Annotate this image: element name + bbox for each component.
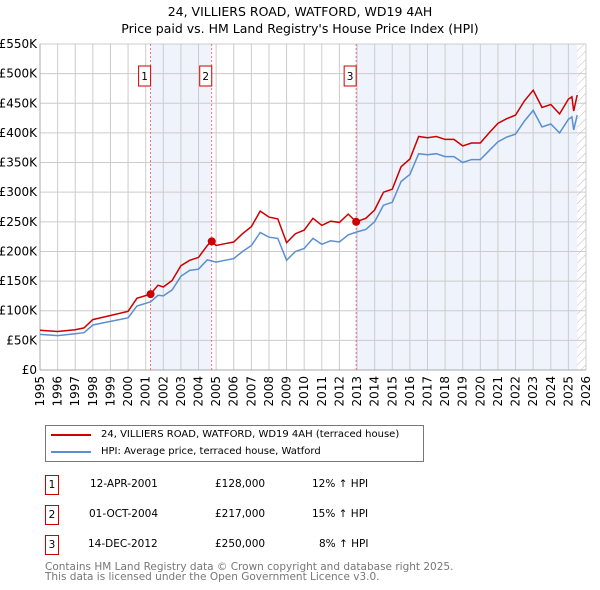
y-tick-label: £350K	[0, 156, 38, 170]
sale-point	[207, 237, 216, 246]
sale-label: 2	[202, 71, 209, 83]
legend-swatch-hpi	[51, 450, 91, 453]
x-tick-label: 1996	[51, 376, 65, 407]
y-tick-label: £250K	[0, 215, 38, 229]
transaction-number: 3	[45, 535, 59, 555]
sale-label-box	[199, 65, 213, 87]
x-tick-label: 2011	[315, 376, 329, 407]
y-tick-label: £150K	[0, 274, 38, 288]
legend-label-property: 24, VILLIERS ROAD, WATFORD, WD19 4AH (te…	[101, 429, 400, 440]
x-tick-label: 2021	[491, 376, 505, 407]
transaction-date: 01-OCT-2004	[89, 508, 158, 520]
transaction-number: 1	[45, 475, 59, 495]
x-tick-label: 2018	[438, 376, 452, 407]
transaction-date: 12-APR-2001	[90, 478, 158, 490]
x-tick-label: 1995	[33, 376, 47, 407]
x-tick-label: 1998	[86, 376, 100, 407]
property-price-line	[39, 88, 578, 333]
price-chart: £0 £50K £100K £150K £200K £250K £300K £350K £400…	[0, 37, 593, 407]
sale-label-box	[343, 65, 357, 87]
legend-swatch-property	[51, 433, 91, 436]
transaction-price: £128,000	[215, 478, 266, 490]
y-tick-label: £550K	[0, 37, 38, 51]
sale-point	[146, 290, 155, 299]
x-tick-label: 2009	[280, 376, 294, 407]
x-tick-label: 1999	[103, 376, 117, 407]
legend-label-hpi: HPI: Average price, terraced house, Watf…	[101, 446, 321, 457]
legend-item-hpi: HPI: Average price, terraced house, Watf…	[51, 446, 321, 457]
legend-item-property: 24, VILLIERS ROAD, WATFORD, WD19 4AH (te…	[51, 429, 399, 440]
y-tick-label: £200K	[0, 244, 38, 258]
transaction-row: 3 14-DEC-2012 £250,000 8% ↑ HPI	[45, 535, 465, 555]
chart-subtitle: Price paid vs. HM Land Registry's House …	[121, 21, 479, 36]
shaded-region	[356, 44, 578, 370]
transaction-delta: 8% ↑ HPI	[319, 538, 369, 550]
x-tick-label: 2005	[209, 376, 223, 407]
transaction-price: £217,000	[215, 508, 266, 520]
sale-label-box	[138, 65, 152, 87]
x-tick-label: 2004	[192, 376, 206, 407]
x-tick-label: 1997	[68, 376, 82, 407]
y-tick-label: £450K	[0, 96, 38, 110]
x-tick-label: 2023	[526, 376, 540, 407]
chart-title: 24, VILLIERS ROAD, WATFORD, WD19 4AH	[167, 4, 433, 19]
x-tick-label: 2012	[332, 376, 346, 407]
y-tick-label: £0	[22, 363, 37, 377]
x-tick-label: 2020	[473, 376, 487, 407]
transaction-row: 1 12-APR-2001 £128,000 12% ↑ HPI	[45, 475, 465, 495]
x-tick-label: 2013	[350, 376, 364, 407]
legend: 24, VILLIERS ROAD, WATFORD, WD19 4AH (te…	[45, 425, 424, 462]
transaction-row: 2 01-OCT-2004 £217,000 15% ↑ HPI	[45, 505, 465, 525]
y-tick-label: £300K	[0, 185, 38, 199]
x-tick-label: 2025	[561, 376, 575, 407]
x-tick-label: 2026	[579, 376, 593, 407]
x-tick-label: 2022	[509, 376, 523, 407]
x-tick-label: 2010	[297, 376, 311, 407]
transaction-delta: 15% ↑ HPI	[312, 508, 369, 520]
hpi-line	[39, 109, 578, 337]
transaction-number: 2	[45, 505, 59, 525]
footer-copyright: Contains HM Land Registry data © Crown c…	[45, 561, 454, 573]
transaction-delta: 12% ↑ HPI	[312, 478, 369, 490]
x-tick-label: 2016	[403, 376, 417, 407]
x-tick-label: 2015	[385, 376, 399, 407]
x-tick-label: 2003	[174, 376, 188, 407]
x-tick-label: 2014	[368, 376, 382, 407]
transaction-date: 14-DEC-2012	[88, 538, 158, 550]
x-tick-label: 2002	[156, 376, 170, 407]
forecast-hatch	[577, 44, 586, 370]
x-tick-label: 2006	[227, 376, 241, 407]
x-tick-label: 2019	[456, 376, 470, 407]
sale-point	[352, 217, 361, 226]
y-tick-label: £500K	[0, 67, 38, 81]
sale-label: 1	[141, 71, 148, 83]
x-tick-label: 2008	[262, 376, 276, 407]
footer-licence: This data is licensed under the Open Gov…	[45, 571, 380, 583]
y-tick-label: £100K	[0, 304, 38, 318]
x-tick-label: 2007	[244, 376, 258, 407]
sale-label: 3	[347, 71, 354, 83]
x-tick-label: 2001	[139, 376, 153, 407]
x-tick-label: 2000	[121, 376, 135, 407]
y-tick-label: £50K	[6, 333, 38, 347]
y-tick-label: £400K	[0, 126, 38, 140]
x-tick-label: 2024	[544, 376, 558, 407]
transaction-price: £250,000	[215, 538, 266, 550]
x-tick-label: 2017	[420, 376, 434, 407]
